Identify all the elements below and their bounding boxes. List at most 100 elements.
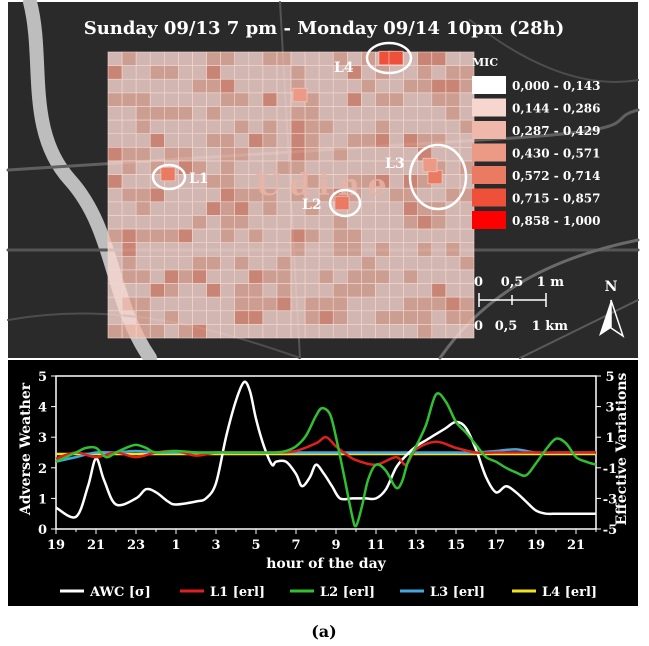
heat-cell: [220, 296, 235, 312]
heat-cell: [332, 119, 348, 135]
heat-cell: [135, 201, 151, 216]
heat-cell: [220, 283, 235, 298]
heat-cell: [276, 255, 292, 271]
heat-cell: [347, 283, 362, 298]
heat-cell: [375, 228, 390, 243]
legend-label: 0,715 - 0,857: [512, 192, 601, 206]
heat-cell: [403, 133, 418, 148]
heat-cell: [234, 119, 250, 135]
heat-cell: [164, 147, 179, 162]
heat-cell: [178, 51, 193, 66]
heat-cell: [107, 201, 123, 216]
heat-cell: [361, 133, 376, 148]
heat-cell: [107, 255, 123, 271]
heat-cell: [206, 65, 221, 80]
heat-cell: [220, 310, 235, 325]
heat-cell: [234, 187, 250, 203]
heat-cell: [248, 65, 264, 80]
x-tick-label: 21: [567, 538, 585, 553]
heat-cell: [445, 242, 461, 257]
heat-cell: [417, 283, 433, 298]
heat-cell: [290, 228, 306, 243]
heat-cell: [262, 51, 278, 66]
heat-cell: [318, 106, 334, 121]
series-legend-label: L2 [erl]: [320, 585, 375, 600]
heat-cell: [149, 255, 165, 271]
heat-cell: [276, 324, 292, 339]
heat-cell: [107, 296, 123, 312]
heat-cell: [135, 106, 151, 121]
heat-cell: [389, 201, 404, 216]
heat-cell: [318, 242, 334, 257]
heat-cell: [361, 106, 376, 121]
heat-cell: [234, 242, 250, 257]
heat-cell: [234, 147, 250, 162]
heat-cell: [332, 242, 348, 257]
heat-cell: [178, 119, 193, 135]
heat-cell: [192, 228, 207, 243]
heat-cell: [164, 92, 179, 107]
legend-label: 0,287 - 0,429: [512, 124, 601, 138]
y2-tick-label: -1: [603, 462, 617, 477]
heat-cell: [107, 187, 123, 203]
heat-cell: [318, 215, 334, 230]
heat-cell: [361, 296, 376, 312]
heat-cell: [276, 242, 292, 257]
heat-cell: [248, 78, 264, 94]
l2-label: L2: [302, 197, 322, 213]
heat-cell: [459, 255, 475, 271]
heat-cell: [389, 228, 404, 243]
heat-cell: [389, 215, 404, 230]
heat-cell: [417, 324, 433, 339]
heat-cell: [375, 92, 390, 107]
series-legend-label: L1 [erl]: [210, 585, 265, 600]
heat-cell: [121, 65, 137, 80]
heat-cell: [459, 269, 475, 284]
x-tick-label: 13: [407, 538, 425, 553]
heat-cell-hotspot: [334, 195, 350, 211]
heat-cell: [318, 255, 334, 271]
heat-cell: [107, 147, 123, 162]
heat-cell: [178, 78, 193, 94]
heat-cell: [431, 119, 447, 135]
heat-cell: [220, 228, 235, 243]
heat-cell: [318, 283, 334, 298]
y-tick-label: 4: [38, 401, 47, 416]
heat-cell: [375, 106, 390, 121]
heat-cell: [206, 187, 221, 203]
heat-cell: [389, 78, 404, 94]
heat-cell: [361, 283, 376, 298]
heat-cell: [178, 310, 193, 325]
series-line-l3: [55, 448, 596, 463]
heat-cell: [332, 92, 348, 107]
heat-cell: [107, 78, 123, 94]
heat-cell: [107, 133, 123, 148]
heat-cell: [361, 147, 376, 162]
heat-cell: [192, 296, 207, 312]
heat-cell: [192, 201, 207, 216]
y2-tick-label: -3: [603, 492, 617, 507]
series-line-awc: [55, 380, 596, 519]
heat-cell: [220, 269, 235, 284]
heat-cell: [318, 78, 334, 94]
heat-cell: [135, 92, 151, 107]
heat-cell: [389, 133, 404, 148]
heat-cell: [248, 92, 264, 107]
heat-cell: [121, 228, 137, 243]
heat-cell: [445, 133, 461, 148]
heat-cell: [262, 269, 278, 284]
heat-cell: [149, 106, 165, 121]
heat-cell: [192, 242, 207, 257]
heat-cell: [276, 106, 292, 121]
heat-cell: [220, 92, 235, 107]
heat-cell: [262, 106, 278, 121]
heat-cell: [135, 133, 151, 148]
heat-cell: [361, 242, 376, 257]
heat-cell: [234, 324, 250, 339]
heat-cell: [149, 133, 165, 148]
heat-cell: [445, 296, 461, 312]
heat-cell: [431, 78, 447, 94]
heat-cell: [164, 324, 179, 339]
heat-cell: [276, 147, 292, 162]
north-arrow-icon: N: [599, 279, 625, 338]
